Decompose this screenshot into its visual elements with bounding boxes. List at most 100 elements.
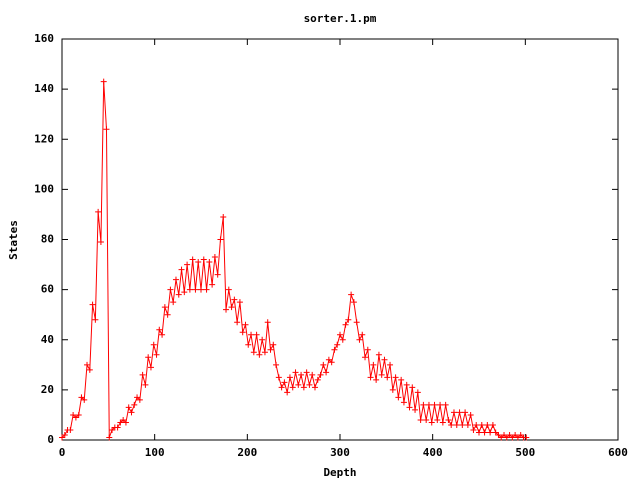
- data-point: [425, 401, 432, 408]
- data-point: [325, 356, 332, 363]
- data-point: [95, 208, 102, 215]
- data-point: [170, 299, 177, 306]
- data-point: [147, 364, 154, 371]
- data-point: [253, 331, 260, 338]
- data-point: [356, 336, 363, 343]
- data-point: [450, 409, 457, 416]
- data-point: [373, 376, 380, 383]
- data-point: [473, 421, 480, 428]
- y-tick-label: 80: [41, 233, 54, 246]
- data-point: [428, 419, 435, 426]
- data-point: [256, 351, 263, 358]
- data-point: [367, 374, 374, 381]
- data-point: [220, 213, 227, 220]
- data-point: [192, 286, 199, 293]
- data-point: [84, 361, 91, 368]
- data-point: [167, 286, 174, 293]
- data-point: [106, 434, 113, 441]
- chart-title: sorter.1.pm: [304, 12, 377, 25]
- data-point: [464, 421, 471, 428]
- data-point: [59, 434, 65, 441]
- data-point: [378, 371, 385, 378]
- data-point: [159, 331, 166, 338]
- data-point: [200, 256, 207, 263]
- data-point: [314, 376, 321, 383]
- x-axis-label: Depth: [323, 466, 356, 479]
- data-point: [72, 414, 79, 421]
- data-point: [353, 319, 360, 326]
- x-tick-label: 400: [423, 446, 443, 459]
- data-point: [289, 384, 296, 391]
- data-point: [342, 321, 349, 328]
- data-point: [178, 266, 185, 273]
- data-point: [231, 296, 238, 303]
- data-point: [134, 394, 141, 401]
- data-point: [156, 326, 163, 333]
- x-tick-label: 100: [145, 446, 165, 459]
- data-point: [125, 404, 132, 411]
- data-point: [139, 371, 146, 378]
- x-tick-label: 200: [237, 446, 257, 459]
- data-point: [334, 341, 341, 348]
- data-point: [492, 429, 499, 436]
- y-tick-label: 0: [47, 433, 54, 446]
- data-point: [300, 384, 307, 391]
- data-point: [61, 431, 68, 438]
- data-point: [189, 256, 196, 263]
- data-point: [92, 316, 99, 323]
- data-point: [448, 421, 455, 428]
- data-point: [75, 411, 82, 418]
- data-point: [67, 426, 74, 433]
- data-point: [175, 291, 182, 298]
- y-tick-label: 120: [34, 132, 54, 145]
- data-point: [184, 261, 191, 268]
- data-point: [456, 409, 463, 416]
- x-tick-label: 600: [608, 446, 628, 459]
- data-point: [117, 419, 124, 426]
- data-point: [228, 304, 235, 311]
- data-point: [239, 329, 246, 336]
- data-point: [478, 421, 485, 428]
- y-tick-label: 20: [41, 383, 54, 396]
- y-tick-label: 60: [41, 283, 54, 296]
- data-point: [414, 389, 421, 396]
- data-point: [387, 361, 394, 368]
- data-point: [120, 416, 127, 423]
- data-point: [470, 426, 477, 433]
- data-point: [286, 374, 293, 381]
- data-point: [462, 409, 469, 416]
- data-point: [398, 376, 405, 383]
- data-point: [209, 281, 216, 288]
- data-point: [439, 419, 446, 426]
- data-point: [70, 411, 77, 418]
- data-point: [259, 336, 266, 343]
- data-point: [128, 409, 135, 416]
- data-point: [264, 319, 271, 326]
- data-point: [437, 401, 444, 408]
- data-point: [484, 421, 491, 428]
- data-point: [359, 331, 366, 338]
- data-point: [420, 401, 427, 408]
- data-point: [406, 404, 413, 411]
- data-point: [381, 356, 388, 363]
- data-point: [362, 354, 369, 361]
- data-point: [345, 316, 352, 323]
- data-point: [223, 306, 230, 313]
- data-point: [453, 421, 460, 428]
- data-point: [517, 431, 524, 438]
- data-point: [350, 299, 357, 306]
- data-point: [261, 349, 268, 356]
- data-point: [487, 429, 494, 436]
- data-point: [489, 421, 496, 428]
- data-point: [109, 426, 116, 433]
- data-point: [234, 319, 241, 326]
- data-point: [389, 386, 396, 393]
- data-point: [476, 429, 482, 436]
- data-point: [281, 379, 288, 386]
- data-point: [284, 389, 291, 396]
- data-point: [375, 351, 382, 358]
- data-point: [392, 374, 399, 381]
- data-point: [86, 366, 93, 373]
- data-point: [306, 381, 313, 388]
